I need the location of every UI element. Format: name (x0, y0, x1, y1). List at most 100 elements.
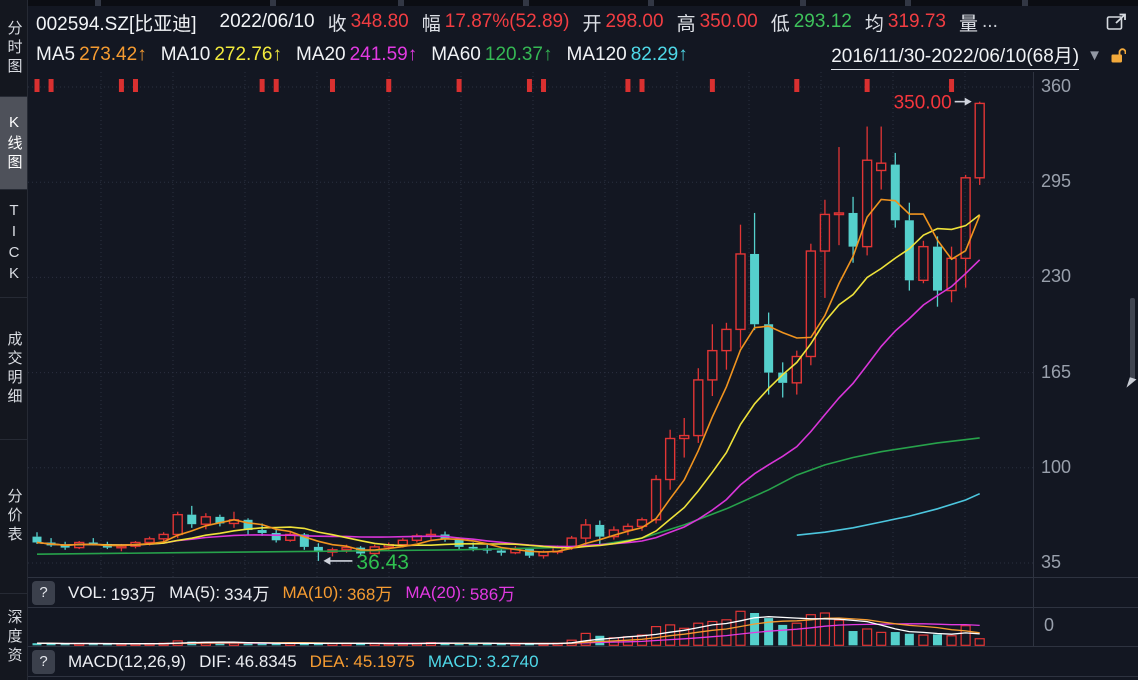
volume-bar[interactable] (299, 643, 309, 646)
volume-bar[interactable] (735, 610, 746, 646)
candle-body[interactable] (721, 328, 732, 352)
candle-body[interactable] (397, 539, 409, 546)
volume-bar[interactable] (876, 631, 887, 646)
candle-body[interactable] (778, 372, 788, 383)
event-marker[interactable] (864, 79, 870, 92)
volume-bar[interactable] (243, 643, 253, 646)
candle-body[interactable] (88, 542, 98, 545)
candle-body[interactable] (299, 534, 309, 547)
volume-bar[interactable] (805, 614, 816, 646)
volume-bar[interactable] (580, 632, 591, 646)
volume-bar[interactable] (974, 638, 985, 646)
sidebar-item-price-distribution[interactable]: 分价表 (0, 440, 27, 594)
candle-body[interactable] (580, 524, 591, 539)
candle-body[interactable] (215, 516, 225, 524)
event-marker[interactable] (949, 79, 955, 92)
candle-body[interactable] (271, 532, 281, 541)
candle-body[interactable] (904, 220, 914, 281)
volume-bar[interactable] (271, 643, 281, 646)
candle-body[interactable] (468, 546, 478, 549)
volume-bar[interactable] (721, 619, 732, 646)
volume-bar[interactable] (833, 619, 845, 646)
volume-bar[interactable] (622, 636, 634, 646)
volume-bar[interactable] (356, 643, 366, 646)
event-marker[interactable] (456, 79, 462, 92)
candle-body[interactable] (158, 533, 169, 540)
candle-body[interactable] (876, 162, 887, 172)
sidebar-item-depth[interactable]: 深度资 (0, 594, 27, 680)
candle-body[interactable] (636, 519, 648, 528)
volume-bar[interactable] (848, 631, 858, 646)
candle-body[interactable] (650, 478, 662, 521)
volume-bar[interactable] (791, 622, 802, 646)
volume-bar[interactable] (890, 632, 900, 646)
candle-body[interactable] (496, 550, 506, 553)
volume-bar[interactable] (46, 643, 56, 646)
event-marker[interactable] (118, 79, 124, 92)
candle-body[interactable] (890, 164, 900, 221)
volume-bar[interactable] (778, 624, 788, 646)
volume-bar[interactable] (946, 635, 957, 646)
event-marker[interactable] (625, 79, 631, 92)
volume-bar[interactable] (918, 634, 929, 646)
volume-chart-canvas[interactable] (28, 608, 1033, 646)
event-marker[interactable] (639, 79, 645, 92)
sidebar-item-tick[interactable]: TICK (0, 190, 27, 298)
candle-body[interactable] (679, 434, 690, 440)
event-marker[interactable] (329, 79, 335, 92)
candle-body[interactable] (918, 245, 929, 282)
sidebar-item-trade-detail[interactable]: 成交明细 (0, 298, 27, 440)
volume-bar[interactable] (679, 627, 690, 646)
chevron-down-icon[interactable]: ▼ (1087, 46, 1102, 64)
kline-chart-canvas[interactable]: 350.00 36.43 (28, 72, 1033, 577)
candle-body[interactable] (707, 349, 718, 381)
candle-body[interactable] (848, 212, 858, 247)
candle-body[interactable] (622, 525, 634, 531)
event-marker[interactable] (34, 79, 40, 92)
volume-bar[interactable] (454, 643, 464, 646)
candle-body[interactable] (60, 545, 70, 548)
volume-bar[interactable] (102, 643, 112, 646)
volume-bar[interactable] (88, 643, 98, 646)
candle-body[interactable] (313, 546, 323, 553)
volume-bar[interactable] (862, 628, 873, 646)
popout-window-icon[interactable] (1106, 12, 1128, 32)
volume-bar[interactable] (496, 643, 506, 646)
event-marker[interactable] (132, 79, 138, 92)
volume-bar[interactable] (468, 643, 478, 646)
volume-help-button[interactable]: ? (32, 580, 55, 605)
candle-body[interactable] (805, 250, 817, 358)
event-marker[interactable] (709, 79, 715, 92)
candle-body[interactable] (172, 513, 183, 536)
volume-bar[interactable] (595, 635, 605, 646)
candle-body[interactable] (819, 213, 831, 252)
candle-body[interactable] (960, 177, 971, 260)
volume-bar[interactable] (524, 643, 534, 646)
candle-body[interactable] (341, 546, 352, 551)
candle-body[interactable] (693, 379, 704, 437)
sidebar-item-timeline-chart[interactable]: 分时图 (0, 0, 27, 97)
candle-body[interactable] (764, 324, 774, 373)
event-marker[interactable] (259, 79, 265, 92)
candle-body[interactable] (524, 549, 534, 556)
candle-body[interactable] (454, 538, 464, 547)
sidebar-item-kline-chart[interactable]: K线图 (0, 97, 27, 190)
volume-bar[interactable] (32, 643, 42, 646)
candle-body[interactable] (932, 246, 942, 291)
volume-bar[interactable] (750, 613, 760, 646)
volume-bar[interactable] (257, 643, 267, 646)
event-marker[interactable] (386, 79, 392, 92)
volume-bar[interactable] (482, 643, 492, 646)
volume-bar[interactable] (932, 634, 942, 646)
scrollbar-thumb[interactable] (1130, 298, 1135, 380)
date-range-selector[interactable]: 2016/11/30-2022/06/10(68月) ▼ (831, 41, 1126, 70)
candle-body[interactable] (750, 253, 760, 325)
candle-body[interactable] (200, 516, 212, 525)
volume-bar[interactable] (707, 620, 718, 646)
candle-body[interactable] (187, 514, 197, 525)
candle-body[interactable] (243, 519, 253, 531)
event-marker[interactable] (794, 79, 800, 92)
candle-body[interactable] (735, 253, 746, 331)
event-marker[interactable] (526, 79, 532, 92)
candle-body[interactable] (861, 159, 873, 248)
